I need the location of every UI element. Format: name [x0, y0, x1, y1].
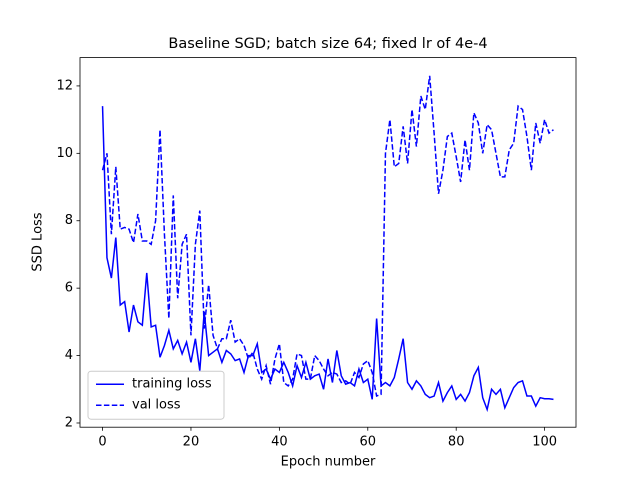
legend-box — [87, 370, 225, 420]
legend-label: val loss — [132, 398, 181, 413]
chart-title: Baseline SGD; batch size 64; fixed lr of… — [168, 36, 487, 52]
data-line — [101, 106, 554, 413]
x-tick-label: 100 — [532, 435, 557, 450]
x-tick-label: 60 — [360, 435, 377, 450]
plot-frame — [79, 57, 577, 428]
y-tick-label: 6 — [65, 281, 73, 296]
y-axis-label: SSD Loss — [31, 212, 46, 271]
x-axis-label: Epoch number — [281, 455, 376, 470]
y-tick-label: 2 — [65, 415, 73, 430]
legend: training loss val loss — [87, 370, 225, 420]
y-tick-label: 10 — [56, 146, 73, 161]
x-tick-label: 80 — [448, 435, 465, 450]
x-tick-label: 40 — [271, 435, 288, 450]
y-tick-label: 4 — [65, 348, 73, 363]
data-line — [101, 75, 554, 398]
y-tick-label: 12 — [56, 78, 73, 93]
y-tick-label: 8 — [65, 213, 73, 228]
x-tick-label: 20 — [183, 435, 200, 450]
legend-label: training loss — [132, 377, 212, 392]
x-tick-label: 0 — [98, 435, 106, 450]
